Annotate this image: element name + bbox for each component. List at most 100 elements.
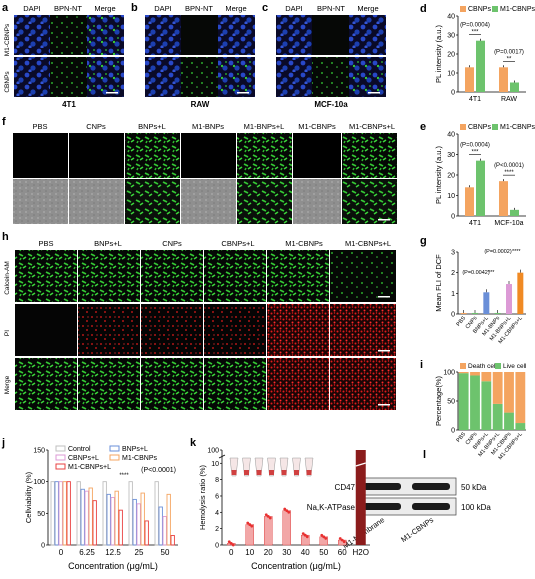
- tube-pellet: [281, 470, 287, 475]
- scale-bar: [368, 92, 380, 94]
- bar: [460, 312, 467, 314]
- col-label: BPN-NT: [54, 4, 82, 13]
- bar: [154, 481, 159, 546]
- scale-bar: [106, 92, 118, 94]
- y-tick-label: 10: [447, 193, 455, 200]
- y-axis-label: Percentage(%): [434, 375, 443, 426]
- y-tick-label: 40: [447, 132, 455, 139]
- bar: [102, 481, 107, 546]
- micrograph-pi: [267, 304, 329, 356]
- x-tick-label: 25: [135, 548, 144, 557]
- micrograph-dapi: [14, 57, 50, 97]
- y-tick-label: 0: [451, 428, 455, 435]
- significance-stars: ****: [119, 473, 129, 479]
- y-tick-label: 8: [215, 477, 219, 484]
- bar-live: [515, 423, 526, 430]
- y-tick-label: 100: [33, 479, 45, 486]
- bar-live: [504, 412, 514, 430]
- data-point: [324, 537, 328, 540]
- significance-stars: **: [507, 56, 512, 62]
- bar: [166, 493, 171, 546]
- axis-break: [355, 462, 366, 467]
- cell-line-label: 4T1: [62, 100, 76, 109]
- micrograph-bpn: [312, 57, 349, 97]
- data-point: [340, 538, 344, 542]
- data-point: [227, 540, 231, 544]
- x-tick-label: 6.25: [79, 548, 95, 557]
- col-label: CNPs: [162, 239, 182, 248]
- panel-letter: d: [420, 3, 427, 15]
- chart-e: e 0 10 20 30 40 PL intensity (a.u.) CBNPs M1-CBN…: [420, 121, 535, 227]
- bar: [510, 82, 519, 92]
- y-tick-label: 10: [211, 461, 219, 468]
- bar: [499, 67, 508, 92]
- bar: [92, 500, 97, 546]
- y-tick-label: 30: [447, 33, 455, 40]
- micrograph-pi: [204, 304, 266, 356]
- col-label: PBS: [32, 122, 47, 131]
- significance-stars: ***: [488, 270, 495, 276]
- micrograph-brightfield: [342, 179, 397, 224]
- micrograph-bpn: [181, 57, 218, 97]
- y-tick-label: 10: [447, 71, 455, 78]
- micrograph-calcein: [267, 250, 329, 302]
- p-value-label: (P=0.0017): [494, 49, 524, 55]
- data-point: [342, 540, 346, 544]
- col-label: CNPs: [86, 122, 106, 131]
- x-tick-label: 0: [59, 548, 64, 557]
- micrograph-bpn: [50, 57, 87, 97]
- tube-pellet: [244, 470, 249, 475]
- micrograph-pi: [15, 304, 77, 356]
- p-value-label: (P=0.0004): [460, 143, 490, 149]
- y-tick-label: 0: [41, 543, 45, 550]
- y-tick-label: 1: [451, 291, 455, 298]
- bar: [50, 481, 55, 546]
- legend-swatch: [55, 454, 66, 461]
- y-tick-label: 0: [451, 90, 455, 97]
- y-axis-label: Mean FLI of DCF: [434, 254, 443, 312]
- legend-label: M1-CBNPs+L: [68, 464, 111, 471]
- micrograph-bpn: [50, 15, 87, 55]
- micrograph-fluor: [237, 133, 292, 178]
- legend-label: BNPs+L: [122, 446, 148, 453]
- scale-bar: [378, 404, 390, 406]
- col-label: BPN-NT: [317, 4, 345, 13]
- y-tick-label: 2: [451, 270, 455, 277]
- significance-stars: ***: [471, 150, 479, 156]
- micrograph-bpn: [181, 15, 218, 55]
- y-tick-label: 0: [451, 214, 455, 221]
- bar-death: [492, 372, 503, 404]
- axis-break: [218, 454, 226, 459]
- bar: [114, 490, 119, 546]
- chart-d: d 0 10 20 30 40 PL intensity (a.u.) CBNPs M1-CBN…: [420, 3, 535, 103]
- legend-label: Death cell: [468, 363, 497, 370]
- y-tick-label: 0: [215, 543, 219, 550]
- data-point: [250, 524, 254, 528]
- bar: [476, 160, 485, 216]
- micrograph-calcein: [15, 250, 77, 302]
- bar: [118, 509, 123, 546]
- y-tick-label: 40: [447, 14, 455, 21]
- data-point: [320, 533, 324, 537]
- micrograph-dapi: [145, 15, 181, 55]
- bar-death: [470, 372, 480, 376]
- data-point: [231, 543, 235, 547]
- bar: [140, 492, 145, 546]
- col-label: M1-CBNPs: [285, 239, 323, 248]
- panel-f: f PBS CNPs BNPs+L M1-BNPs M1-BNPs+L M1-C…: [2, 116, 397, 224]
- bar-death: [481, 372, 492, 382]
- bar: [66, 481, 71, 546]
- x-tick-label: 60: [338, 548, 347, 557]
- y-tick-label: 4: [215, 510, 219, 517]
- micrograph-merge: [87, 57, 124, 97]
- micrograph-fluor: [69, 133, 124, 178]
- legend-label: Live cell: [503, 363, 527, 370]
- bar: [62, 481, 67, 546]
- chart-k: k 0 2 4 6 8 10 100 Hemolysis ratio (%) 0 10 20 30 40 5…: [190, 437, 370, 571]
- p-value-label: (P=0.0004): [460, 23, 490, 29]
- legend-swatch: [460, 363, 466, 369]
- bar: [162, 516, 167, 546]
- blot-band: [412, 483, 450, 490]
